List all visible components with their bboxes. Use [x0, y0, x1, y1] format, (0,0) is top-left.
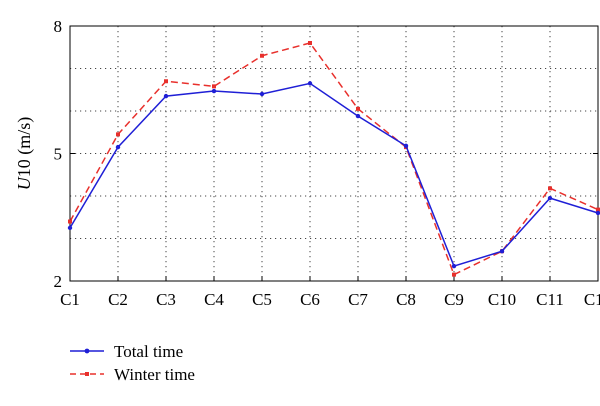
plot-frame — [69, 25, 599, 282]
data-point-winter-time — [116, 132, 120, 137]
grid-lines — [70, 26, 598, 281]
x-tick-label: C7 — [348, 290, 368, 309]
y-axis-label-italic: U — [14, 176, 34, 190]
x-tick-label: C2 — [108, 290, 128, 309]
data-point-winter-time — [596, 207, 600, 212]
y-axis-label: U10 (m/s) — [14, 117, 35, 191]
y-axis-ticks: 2 5 8 — [54, 17, 598, 291]
series-total-time — [67, 81, 600, 269]
series-winter-time — [68, 41, 600, 277]
data-point-total-time — [499, 249, 505, 254]
legend-marker-total-time — [84, 348, 90, 354]
legend-item-winter-time: Winter time — [70, 365, 195, 384]
y-tick-label: 8 — [54, 17, 63, 36]
data-point-winter-time — [68, 219, 72, 224]
data-point-total-time — [307, 81, 313, 86]
data-point-winter-time — [548, 186, 552, 191]
y-tick-label: 5 — [54, 145, 63, 164]
series-line-winter-time — [69, 42, 599, 276]
x-tick-label: C11 — [536, 290, 564, 309]
data-point-total-time — [67, 225, 73, 231]
legend-item-total-time: Total time — [70, 342, 183, 361]
x-tick-label: C6 — [300, 290, 320, 309]
legend-label-winter-time: Winter time — [114, 365, 195, 384]
data-point-total-time — [595, 210, 600, 216]
data-point-total-time — [211, 88, 217, 94]
y-tick-label: 2 — [54, 272, 63, 291]
data-point-total-time — [163, 93, 169, 99]
y-axis-label-rest: 10 (m/s) — [14, 117, 35, 178]
legend: Total time Winter time — [70, 342, 195, 384]
x-tick-label: C5 — [252, 290, 272, 309]
data-point-total-time — [259, 91, 265, 97]
data-point-winter-time — [260, 53, 264, 58]
data-point-total-time — [451, 263, 457, 269]
series-line-total-time — [69, 82, 599, 268]
x-axis-ticks: C1 C2 C3 C4 C5 C6 C7 C8 C9 C10 C11 C12 — [60, 276, 600, 309]
data-point-total-time — [115, 144, 121, 150]
x-tick-label: C8 — [396, 290, 416, 309]
data-point-total-time — [403, 143, 409, 149]
x-tick-label: C12 — [584, 290, 600, 309]
data-point-winter-time — [308, 41, 312, 45]
data-point-winter-time — [212, 84, 216, 89]
data-point-total-time — [355, 113, 361, 119]
data-point-winter-time — [452, 272, 456, 277]
x-tick-label: C9 — [444, 290, 464, 309]
legend-label-total-time: Total time — [114, 342, 183, 361]
legend-marker-winter-time — [85, 372, 89, 376]
x-tick-label: C3 — [156, 290, 176, 309]
x-tick-label: C1 — [60, 290, 80, 309]
x-tick-label: C10 — [488, 290, 516, 309]
series-layer — [67, 41, 600, 277]
x-tick-label: C4 — [204, 290, 224, 309]
data-point-total-time — [547, 195, 553, 201]
data-point-winter-time — [356, 106, 360, 111]
data-point-winter-time — [164, 79, 168, 84]
